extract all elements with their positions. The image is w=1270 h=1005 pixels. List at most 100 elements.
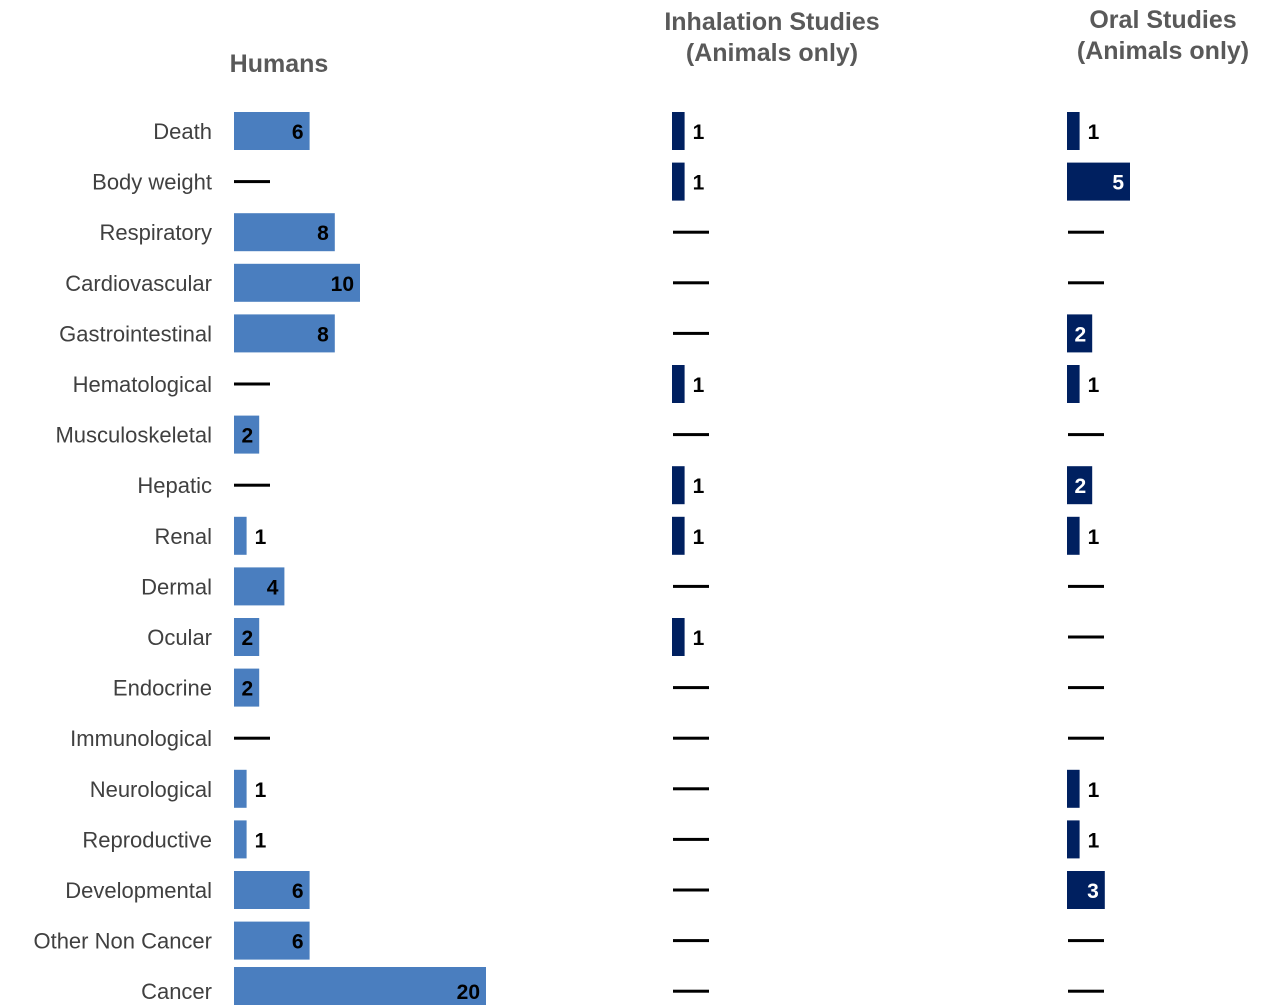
bar (234, 263, 360, 302)
data-label: 1 (693, 475, 705, 498)
bar (1067, 314, 1093, 353)
data-label: 1 (693, 627, 705, 650)
no-data-dash (1068, 939, 1104, 943)
category-label: Immunological (70, 726, 212, 751)
bar (234, 668, 260, 707)
data-label: 6 (292, 931, 304, 954)
bar (234, 415, 260, 454)
data-label: 8 (317, 323, 329, 346)
bar (672, 618, 685, 656)
bar (1067, 769, 1080, 808)
bar (672, 516, 685, 555)
data-label: 1 (693, 121, 705, 144)
data-label: 3 (1087, 880, 1099, 903)
data-label: 2 (242, 425, 254, 448)
data-label: 10 (331, 273, 354, 296)
no-data-dash (673, 787, 709, 791)
data-label: 20 (457, 981, 480, 1004)
data-label: 1 (1088, 829, 1100, 852)
no-data-dash (1068, 989, 1104, 993)
no-data-dash (234, 736, 270, 740)
no-data-dash (673, 230, 709, 234)
no-data-dash (673, 888, 709, 892)
data-label: 2 (242, 627, 254, 650)
no-data-dash (673, 331, 709, 335)
data-label: 1 (255, 779, 267, 802)
category-label: Body weight (92, 170, 212, 195)
category-label: Endocrine (113, 676, 212, 701)
bar (234, 516, 247, 555)
data-label: 1 (255, 829, 267, 852)
bar (672, 162, 685, 201)
data-label: 1 (1088, 779, 1100, 802)
no-data-dash (673, 433, 709, 437)
category-label: Reproductive (82, 827, 212, 852)
bar (1067, 820, 1080, 859)
bar (1067, 466, 1093, 505)
category-label: Ocular (147, 625, 212, 650)
category-label: Cancer (141, 979, 212, 1004)
bar (234, 820, 247, 859)
no-data-dash (1068, 584, 1104, 588)
category-label: Other Non Cancer (33, 929, 212, 954)
category-label: Developmental (65, 878, 212, 903)
data-label: 2 (1075, 475, 1087, 498)
bar (234, 921, 310, 960)
bar (1067, 516, 1080, 555)
bar (234, 213, 335, 252)
no-data-dash (1068, 736, 1104, 740)
data-label: 5 (1112, 172, 1124, 195)
no-data-dash (234, 382, 270, 386)
no-data-dash (1068, 686, 1104, 690)
category-label: Gastrointestinal (59, 321, 212, 346)
bar (1067, 871, 1105, 909)
data-label: 6 (292, 121, 304, 144)
bar (1067, 162, 1130, 201)
category-label: Cardiovascular (65, 271, 212, 296)
bar (672, 112, 685, 150)
category-label: Renal (155, 524, 212, 549)
no-data-dash (673, 989, 709, 993)
category-label: Hepatic (137, 473, 212, 498)
bar (234, 567, 285, 606)
no-data-dash (1068, 281, 1104, 285)
no-data-dash (673, 584, 709, 588)
no-data-dash (1068, 433, 1104, 437)
panel-title: Inhalation Studies (Animals only) (664, 8, 879, 67)
no-data-dash (673, 837, 709, 841)
no-data-dash (673, 281, 709, 285)
data-label: 1 (693, 526, 705, 549)
data-label: 1 (693, 374, 705, 397)
bar (234, 769, 247, 808)
no-data-dash (1068, 230, 1104, 234)
bar (1067, 365, 1080, 403)
category-label: Dermal (141, 574, 212, 599)
category-label: Musculoskeletal (55, 423, 212, 448)
bar (234, 967, 486, 1005)
data-label: 8 (317, 222, 329, 245)
data-label: 1 (693, 172, 705, 195)
data-label: 2 (242, 678, 254, 701)
category-label: Hematological (73, 372, 212, 397)
data-label: 6 (292, 880, 304, 903)
panel-title: Oral Studies (Animals only) (1077, 6, 1249, 65)
bar (1067, 112, 1080, 150)
no-data-dash (1068, 635, 1104, 639)
category-label: Respiratory (100, 220, 212, 245)
no-data-dash (673, 686, 709, 690)
data-label: 1 (255, 526, 267, 549)
bar (234, 112, 310, 150)
data-label: 1 (1088, 121, 1100, 144)
bar (672, 365, 685, 403)
bar (234, 618, 260, 656)
category-label: Death (153, 119, 212, 144)
data-label: 2 (1075, 323, 1087, 346)
data-label: 1 (1088, 374, 1100, 397)
data-label: 1 (1088, 526, 1100, 549)
bar (672, 466, 685, 505)
no-data-dash (673, 736, 709, 740)
no-data-dash (234, 180, 270, 184)
bar (234, 871, 310, 909)
